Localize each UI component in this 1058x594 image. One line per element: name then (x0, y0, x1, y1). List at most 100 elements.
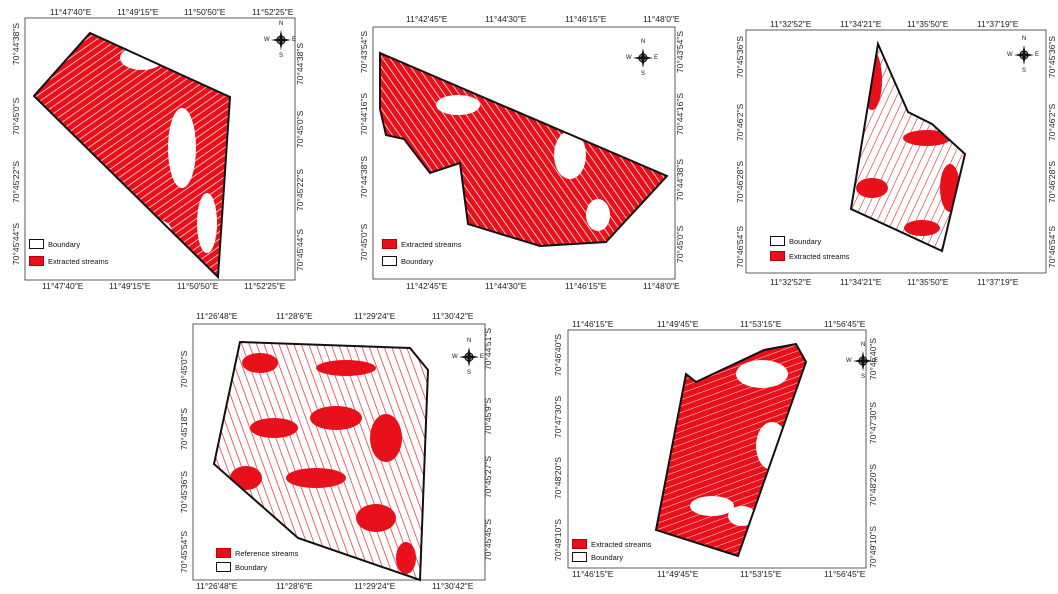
boundary-swatch (382, 256, 397, 266)
map-5-svg (567, 329, 867, 569)
boundary-swatch (770, 236, 785, 246)
bottom-lon-label: 11°53'15"E (740, 569, 782, 579)
compass-s-label: S (279, 53, 284, 59)
dense-stream-patches (230, 353, 416, 574)
stream-swatch (29, 256, 44, 266)
top-lon-label: 11°29'24"E (354, 311, 396, 321)
top-lon-label: 11°53'15"E (740, 319, 782, 329)
bottom-lon-label: 11°42'45"E (406, 281, 448, 291)
legend-label: Boundary (401, 257, 434, 266)
compass-n-label: N (467, 338, 472, 344)
bottom-lon-label: 11°32'52"E (770, 277, 812, 287)
stream-swatch (382, 239, 397, 249)
compass-s-label: S (467, 370, 472, 376)
stream-area (380, 53, 667, 246)
map-panel-3: 11°32'52"E 11°34'21"E 11°35'50"E 11°37'1… (732, 18, 1058, 290)
top-lon-label: 11°49'45"E (657, 319, 699, 329)
compass-n-label: N (1022, 36, 1027, 42)
legend-label: Extracted streams (789, 252, 850, 261)
compass-s-label: S (1022, 68, 1027, 74)
compass-w-label: W (1007, 52, 1013, 58)
bottom-lon-label: 11°49'45"E (657, 569, 699, 579)
bottom-lon-label: 11°44'30"E (485, 281, 527, 291)
top-lon-label: 11°47'40"E (50, 7, 92, 17)
bottom-lon-label: 11°30'42"E (432, 581, 474, 591)
legend-label: Reference streams (235, 549, 299, 558)
top-lon-label: 11°28'6"E (276, 311, 313, 321)
compass-rose-icon (1014, 45, 1034, 65)
bottom-lon-label: 11°35'50"E (907, 277, 949, 287)
top-lon-label: 11°50'50"E (184, 7, 226, 17)
study-boundary (212, 340, 430, 582)
top-lon-label: 11°48'0"E (643, 14, 680, 24)
bottom-lon-label: 11°56'45"E (824, 569, 866, 579)
compass-rose-icon (459, 347, 479, 367)
top-lon-label: 11°35'50"E (907, 19, 949, 29)
legend-label: Boundary (591, 553, 624, 562)
map-1-svg (24, 17, 296, 281)
north-arrow: N E S W (626, 39, 660, 77)
map-2-svg (372, 26, 676, 280)
top-lon-label: 11°37'19"E (977, 19, 1019, 29)
compass-s-label: S (641, 71, 646, 77)
compass-e-label: E (874, 358, 879, 364)
stream-area (34, 33, 230, 277)
bottom-lon-label: 11°34'21"E (840, 277, 882, 287)
top-lon-label: 11°56'45"E (824, 319, 866, 329)
compass-rose-icon (271, 30, 291, 50)
north-arrow: N E S W (846, 342, 880, 380)
bottom-lon-label: 11°49'15"E (109, 281, 151, 291)
legend-label: Extracted streams (591, 540, 652, 549)
compass-w-label: W (264, 37, 270, 43)
top-lon-label: 11°46'15"E (572, 319, 614, 329)
study-boundary (379, 51, 669, 248)
bottom-lon-label: 11°48'0"E (643, 281, 680, 291)
compass-s-label: S (861, 374, 866, 380)
compass-e-label: E (292, 37, 297, 43)
legend-label: Extracted streams (48, 257, 109, 266)
map-4-svg (192, 323, 486, 582)
map-panel-4: 11°26'48"E 11°28'6"E 11°29'24"E 11°30'42… (176, 308, 506, 594)
compass-w-label: W (846, 358, 852, 364)
legend-label: Boundary (789, 237, 822, 246)
map-panel-2: 11°42'45"E 11°44'30"E 11°46'15"E 11°48'0… (358, 3, 688, 293)
top-lon-label: 11°46'15"E (565, 14, 607, 24)
compass-n-label: N (641, 39, 646, 45)
top-lon-label: 11°30'42"E (432, 311, 474, 321)
bottom-lon-label: 11°52'25"E (244, 281, 286, 291)
compass-w-label: W (452, 354, 458, 360)
bottom-lon-label: 11°28'6"E (276, 581, 313, 591)
study-boundary (654, 342, 808, 558)
stream-area (851, 44, 965, 251)
top-lon-label: 11°44'30"E (485, 14, 527, 24)
map-panel-1: 11°47'40"E 11°49'15"E 11°50'50"E 11°52'2… (11, 3, 312, 293)
compass-e-label: E (654, 55, 659, 61)
north-arrow: N E S W (452, 338, 486, 376)
compass-w-label: W (626, 55, 632, 61)
boundary-swatch (216, 562, 231, 572)
legend-label: Boundary (235, 563, 268, 572)
north-arrow: N E S W (1007, 36, 1041, 74)
bottom-lon-label: 11°29'24"E (354, 581, 396, 591)
compass-n-label: N (861, 342, 866, 348)
bottom-lon-label: 11°50'50"E (177, 281, 219, 291)
compass-n-label: N (279, 21, 284, 27)
top-lon-label: 11°26'48"E (196, 311, 238, 321)
north-arrow: N E S W (264, 21, 298, 59)
top-lon-label: 11°42'45"E (406, 14, 448, 24)
legend-label: Boundary (48, 240, 81, 249)
boundary-swatch (572, 552, 587, 562)
boundary-swatch (29, 239, 44, 249)
compass-e-label: E (480, 354, 485, 360)
map-3-svg (745, 29, 1047, 274)
top-lon-label: 11°34'21"E (840, 19, 882, 29)
bottom-lon-label: 11°46'15"E (572, 569, 614, 579)
bottom-lon-label: 11°47'40"E (42, 281, 84, 291)
legend-label: Extracted streams (401, 240, 462, 249)
map-panel-5: 11°46'15"E 11°49'45"E 11°53'15"E 11°56'4… (542, 316, 882, 588)
stream-swatch (216, 548, 231, 558)
bottom-lon-label: 11°26'48"E (196, 581, 238, 591)
stream-swatch (770, 251, 785, 261)
stream-swatch (572, 539, 587, 549)
gap-areas (436, 95, 610, 231)
